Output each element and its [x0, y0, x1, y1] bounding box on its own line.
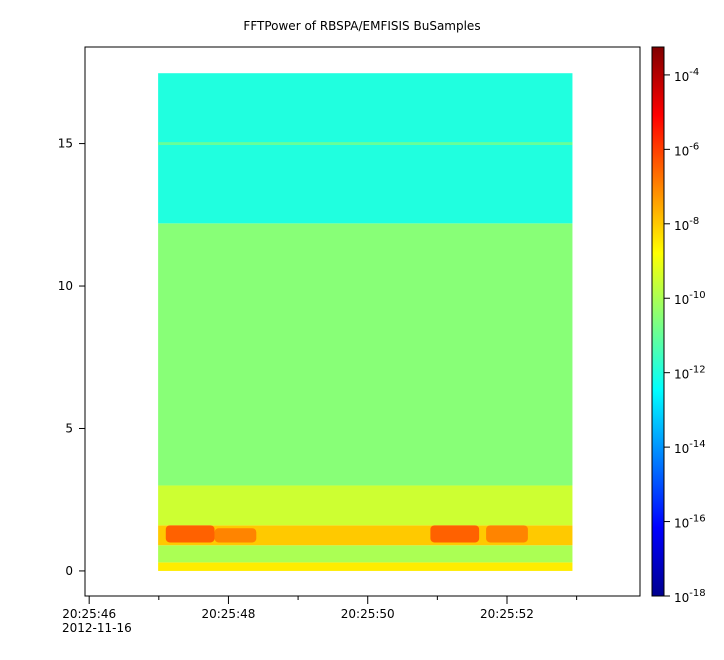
colorbar-exponent: -10 — [689, 290, 705, 301]
colorbar — [651, 46, 665, 597]
spectrogram-burst — [214, 528, 257, 543]
spectrogram-burst — [165, 525, 215, 543]
spectrogram-band — [158, 545, 573, 563]
colorbar-base: 10 — [674, 219, 689, 233]
colorbar-exponent: -8 — [689, 216, 699, 227]
colorbar-base: 10 — [674, 144, 689, 158]
spectrogram-burst — [430, 525, 480, 543]
x-tick-label: 20:25:52 — [480, 607, 534, 621]
x-tick-label: 20:25:46 — [62, 607, 116, 621]
colorbar-base: 10 — [674, 517, 689, 531]
colorbar-exponent: -6 — [689, 141, 699, 152]
spectrogram-band — [158, 223, 573, 486]
colorbar-exponent: -18 — [689, 588, 705, 599]
spectrogram-band — [158, 562, 573, 571]
spectrogram-band — [158, 73, 573, 224]
x-tick-label: 20:25:50 — [341, 607, 395, 621]
colorbar-exponent: -4 — [689, 67, 699, 78]
colorbar-exponent: -14 — [689, 439, 705, 450]
plot-frame — [84, 46, 641, 597]
colorbar-tick-label: 10-4 — [674, 67, 699, 84]
y-tick-label: 10 — [58, 279, 73, 293]
colorbar-tick-label: 10-8 — [674, 216, 699, 233]
colorbar-tick-label: 10-16 — [674, 514, 706, 531]
spectrogram-band — [158, 142, 573, 146]
x-tick-label: 20:25:48 — [201, 607, 255, 621]
colorbar-base: 10 — [674, 591, 689, 605]
colorbar-tick-label: 10-18 — [674, 588, 706, 605]
y-tick-label: 15 — [58, 137, 73, 151]
spectrogram-band — [158, 485, 573, 526]
colorbar-base: 10 — [674, 70, 689, 84]
chart-title: FFTPower of RBSPA/EMFISIS BuSamples — [243, 19, 480, 33]
colorbar-exponent: -12 — [689, 365, 705, 376]
colorbar-tick-label: 10-10 — [674, 290, 706, 307]
colorbar-tick-label: 10-6 — [674, 141, 699, 158]
colorbar-tick-label: 10-14 — [674, 439, 706, 456]
colorbar-base: 10 — [674, 442, 689, 456]
colorbar-base: 10 — [674, 293, 689, 307]
y-tick-label: 0 — [65, 564, 73, 578]
spectrogram-burst — [486, 525, 528, 543]
date-label: 2012-11-16 — [62, 621, 132, 635]
y-tick-label: 5 — [65, 421, 73, 435]
colorbar-base: 10 — [674, 368, 689, 382]
colorbar-tick-label: 10-12 — [674, 365, 706, 382]
colorbar-exponent: -16 — [689, 514, 705, 525]
